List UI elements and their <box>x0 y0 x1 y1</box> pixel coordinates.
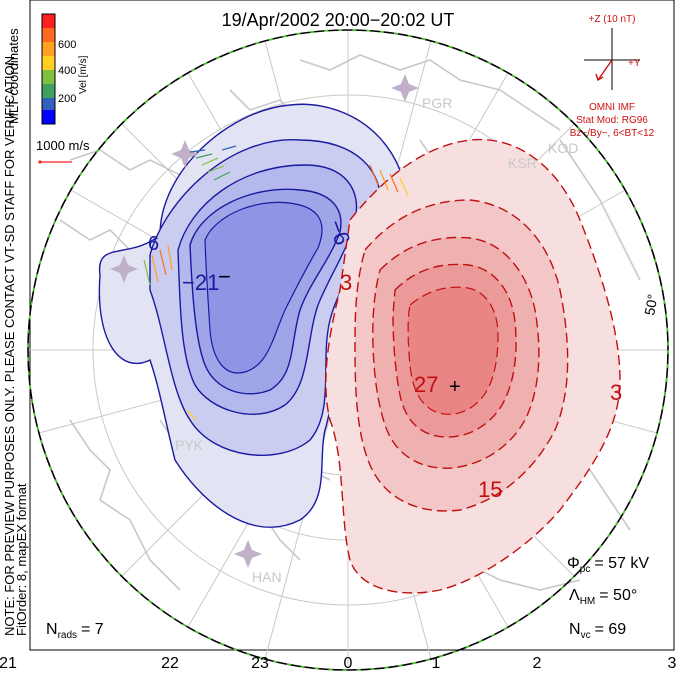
contour-label: 6 <box>148 233 159 255</box>
radar-label-pyk: PYK <box>175 437 204 453</box>
imf-stat-model-label: Stat Mod: RG96 <box>576 115 648 126</box>
potential-min-marker: − <box>218 264 231 289</box>
velocity-reference-dot <box>38 160 42 164</box>
velocity-vectors <box>143 145 409 421</box>
colorbar-swatch <box>42 42 55 56</box>
contour-label: 27 <box>414 372 438 397</box>
radar-label-pgr: PGR <box>422 95 452 111</box>
colorbar-swatch <box>42 98 55 110</box>
coordinates-label: MLT coordinates <box>6 28 21 124</box>
imf-clock <box>584 28 640 90</box>
imf-condition-label: Bz−/By−, 6<BT<12 <box>570 128 655 139</box>
colorbar-swatch <box>42 110 55 124</box>
n-rads-stat: Nrads = 7 <box>46 621 104 641</box>
contour-label: 3 <box>610 380 622 405</box>
velocity-reference-label: 1000 m/s <box>36 138 90 153</box>
potential-max-marker: + <box>449 376 461 398</box>
preview-watermark: NOTE: FOR PREVIEW PURPOSES ONLY. PLEASE … <box>2 52 17 636</box>
colorbar-swatch <box>42 56 55 70</box>
mlt-label: 22 <box>161 655 179 672</box>
colorbar-tick: 600 <box>58 39 76 51</box>
radar-label-kod: KOD <box>548 140 578 156</box>
contour-label: 3 <box>340 270 352 295</box>
radar-label-han: HAN <box>252 569 282 585</box>
radar-label-ksr: KSR <box>508 155 537 171</box>
n-vc-stat: Nvc = 69 <box>569 621 626 641</box>
stats-block: Φpc = 57 kV ΛHM = 50° Nvc = 69 Nrads = 7 <box>46 555 649 641</box>
mlt-axis: 21 22 23 0 1 2 3 <box>0 655 677 672</box>
colorbar-swatch <box>42 14 55 28</box>
mlt-label: 3 <box>668 655 677 672</box>
negative-cell <box>98 103 403 528</box>
colorbar-swatch <box>42 70 55 84</box>
colorbar-swatch <box>42 84 55 98</box>
heppner-maynard-boundary <box>27 29 669 671</box>
imf-z-label: +Z (10 nT) <box>589 14 636 25</box>
imf-y-label: +Y <box>628 58 641 69</box>
mlt-label: 23 <box>251 655 269 672</box>
mlt-label: 2 <box>533 655 542 672</box>
contour-label: 15 <box>478 477 502 502</box>
radar-markers <box>110 74 419 568</box>
page-title: 19/Apr/2002 20:00−20:02 UT <box>222 10 455 30</box>
lambda-hm-stat: ΛHM = 50° <box>569 587 637 607</box>
colorbar-swatch <box>42 28 55 42</box>
latitude-label: 50° <box>641 293 660 317</box>
contour-label: −21 <box>182 270 219 295</box>
mlt-label: 1 <box>432 655 441 672</box>
colorbar-label: Vel [m/s] <box>78 55 89 94</box>
fit-order-label: FitOrder: 8, mapEX format <box>14 483 29 636</box>
imf-source-label: OMNI IMF <box>589 102 635 113</box>
mlt-label: 21 <box>0 655 17 672</box>
mlt-label: 0 <box>344 655 353 672</box>
phi-pc-stat: Φpc = 57 kV <box>567 555 649 575</box>
colorbar-tick: 400 <box>58 65 76 77</box>
colorbar-tick: 200 <box>58 93 76 105</box>
positive-cell <box>325 138 621 594</box>
colorbar <box>41 13 56 125</box>
